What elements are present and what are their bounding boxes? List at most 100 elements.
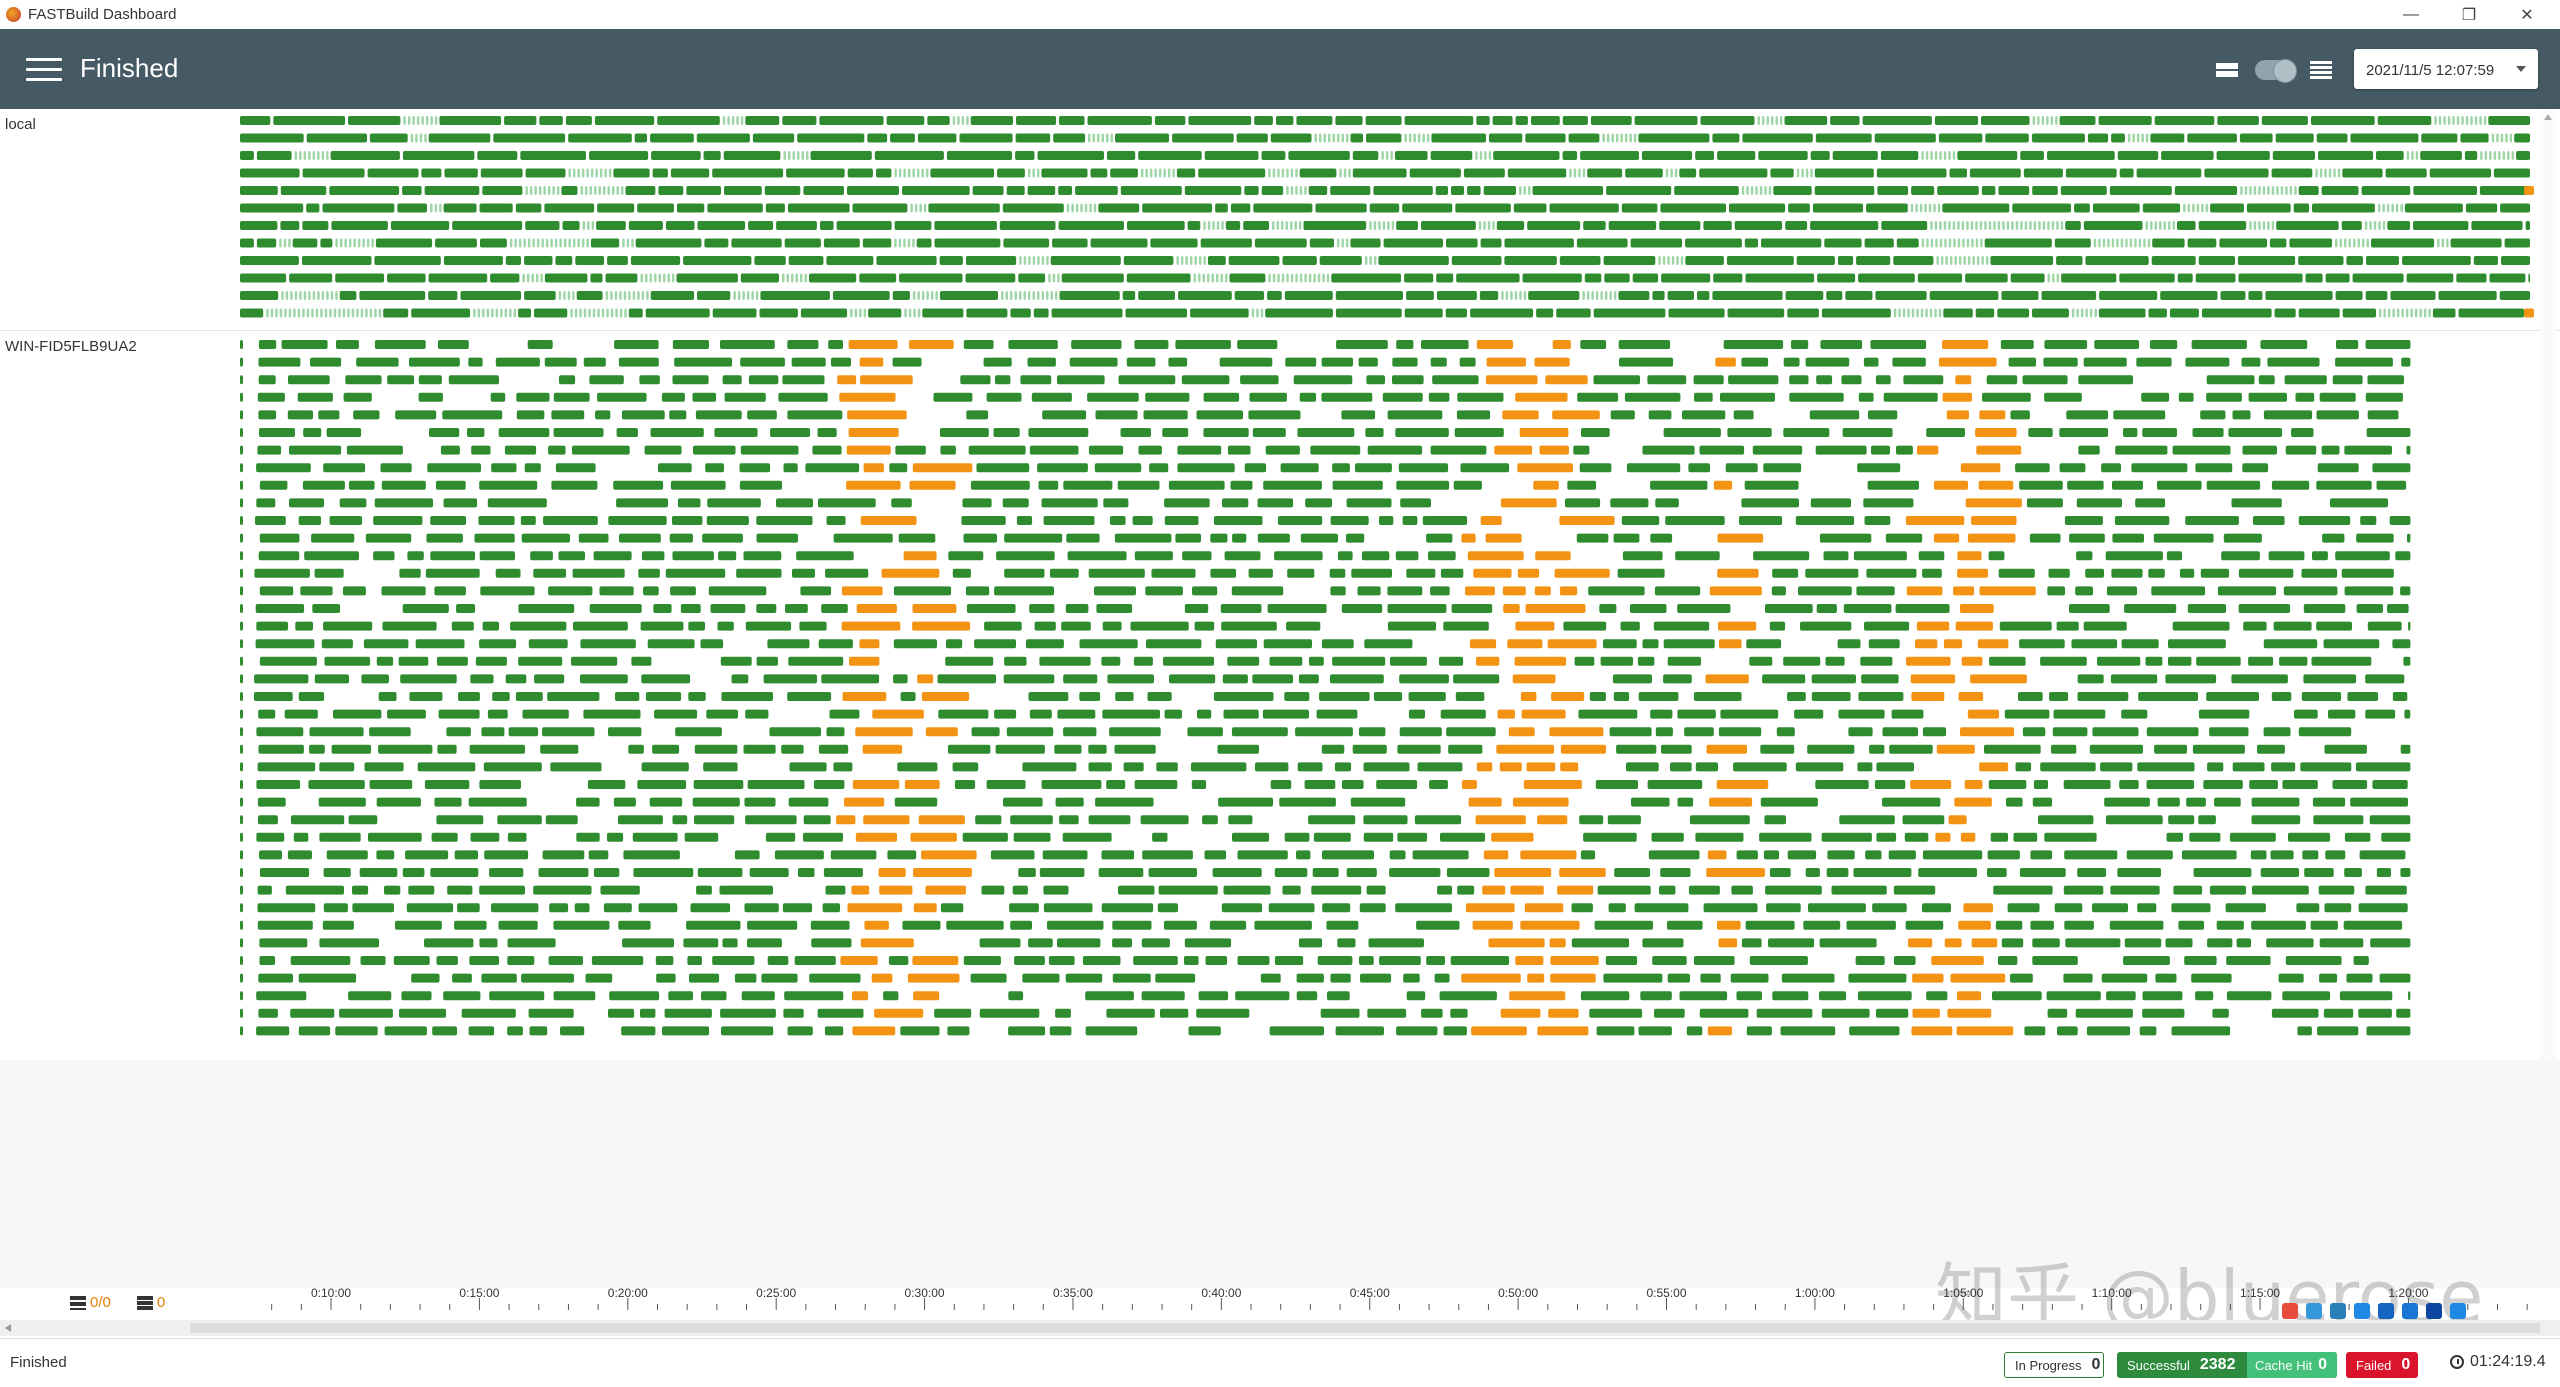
job-bar-remote[interactable] (925, 727, 958, 737)
job-bar-remote[interactable] (1837, 639, 1861, 649)
job-bar-local[interactable] (2391, 203, 2394, 213)
job-bar-local[interactable] (339, 291, 357, 300)
job-bar-local[interactable] (1080, 203, 1083, 213)
job-bar-local[interactable] (1261, 186, 1284, 195)
job-bar-remote[interactable] (497, 815, 542, 825)
job-bar-remote[interactable] (788, 797, 829, 807)
job-bar-local[interactable] (1032, 168, 1035, 178)
job-bar-remote[interactable] (1412, 850, 1469, 860)
job-bar-remote[interactable] (1057, 375, 1105, 385)
job-bar-remote[interactable] (240, 1008, 243, 1018)
job-bar-remote[interactable] (1336, 340, 1388, 349)
job-bar-local[interactable] (383, 308, 409, 318)
job-bar-local[interactable] (397, 203, 427, 213)
job-bar-local[interactable] (1319, 256, 1362, 265)
job-bar-remote[interactable] (1807, 744, 1855, 754)
job-bar-remote[interactable] (495, 357, 540, 367)
job-bar-local[interactable] (2298, 308, 2340, 318)
job-bar-remote[interactable] (1759, 832, 1812, 842)
job-bar-remote[interactable] (2075, 586, 2093, 596)
job-bar-remote[interactable] (965, 586, 990, 596)
job-bar-remote[interactable] (855, 832, 897, 842)
job-bar-local[interactable] (658, 186, 684, 195)
job-bar-remote[interactable] (2336, 340, 2359, 349)
job-bar-remote[interactable] (2141, 392, 2170, 402)
job-bar-local[interactable] (240, 308, 264, 318)
job-bar-remote[interactable] (1857, 991, 1912, 1001)
job-bar-remote[interactable] (1406, 568, 1436, 578)
job-bar-remote[interactable] (2367, 375, 2405, 385)
job-bar-local[interactable] (2456, 116, 2460, 125)
job-bar-remote[interactable] (622, 938, 674, 948)
job-bar-remote[interactable] (913, 868, 972, 877)
job-bar-remote[interactable] (852, 991, 869, 1001)
job-bar-remote[interactable] (1663, 428, 1721, 437)
job-bar-local[interactable] (369, 308, 373, 318)
job-bar-remote[interactable] (1667, 920, 1703, 930)
job-bar-local[interactable] (1332, 133, 1336, 143)
job-bar-remote[interactable] (784, 991, 844, 1001)
job-bar-local[interactable] (1966, 221, 1969, 230)
job-bar-remote[interactable] (720, 340, 775, 349)
job-bar-remote[interactable] (2097, 656, 2141, 666)
job-bar-remote[interactable] (1443, 621, 1489, 631)
job-bar-remote[interactable] (1608, 903, 1626, 913)
job-bar-local[interactable] (321, 291, 325, 300)
job-bar-local[interactable] (2177, 273, 2193, 283)
job-bar-local[interactable] (2119, 273, 2175, 283)
job-bar-local[interactable] (2500, 133, 2504, 143)
job-bar-remote[interactable] (1003, 674, 1055, 684)
job-bar-local[interactable] (2342, 168, 2383, 178)
job-bar-remote[interactable] (326, 850, 368, 860)
job-bar-remote[interactable] (470, 832, 500, 842)
job-bar-local[interactable] (1562, 151, 1578, 160)
job-bar-remote[interactable] (661, 392, 685, 402)
job-bar-local[interactable] (2262, 186, 2266, 195)
job-bar-remote[interactable] (1626, 463, 1681, 473)
job-bar-local[interactable] (1364, 256, 1368, 265)
job-bar-remote[interactable] (1883, 392, 1938, 402)
job-bar-remote[interactable] (240, 991, 243, 1001)
job-bar-remote[interactable] (1026, 639, 1064, 649)
job-bar-local[interactable] (755, 291, 759, 300)
job-bar-remote[interactable] (256, 621, 288, 631)
job-bar-remote[interactable] (2317, 463, 2359, 473)
job-bar-remote[interactable] (240, 780, 243, 789)
job-bar-remote[interactable] (952, 762, 979, 772)
job-bar-remote[interactable] (860, 938, 914, 948)
job-bar-remote[interactable] (548, 445, 566, 455)
job-bar-remote[interactable] (1416, 920, 1460, 930)
job-bar-remote[interactable] (521, 973, 574, 983)
job-bar-remote[interactable] (747, 410, 777, 420)
job-bar-remote[interactable] (2010, 410, 2030, 420)
job-bar-remote[interactable] (724, 392, 766, 402)
job-bar-remote[interactable] (1539, 445, 1569, 455)
job-bar-remote[interactable] (504, 445, 537, 455)
job-bar-remote[interactable] (1133, 956, 1178, 965)
job-bar-local[interactable] (590, 238, 620, 248)
job-bar-remote[interactable] (288, 375, 330, 385)
job-bar-remote[interactable] (544, 357, 577, 367)
job-bar-remote[interactable] (1147, 692, 1172, 701)
job-bar-remote[interactable] (1304, 780, 1336, 789)
job-bar-remote[interactable] (2094, 340, 2140, 349)
job-bar-remote[interactable] (694, 744, 738, 754)
job-bar-local[interactable] (2134, 238, 2137, 248)
job-bar-remote[interactable] (256, 832, 285, 842)
job-bar-remote[interactable] (1848, 727, 1873, 737)
job-bar-local[interactable] (1717, 151, 1756, 160)
job-bar-remote[interactable] (756, 516, 813, 525)
job-bar-remote[interactable] (1560, 762, 1579, 772)
job-bar-remote[interactable] (1120, 428, 1152, 437)
job-bar-remote[interactable] (672, 375, 709, 385)
job-bar-remote[interactable] (2166, 832, 2184, 842)
job-bar-remote[interactable] (1922, 850, 1983, 860)
job-bar-remote[interactable] (1152, 832, 1168, 842)
job-bar-local[interactable] (1658, 256, 1661, 265)
job-bar-local[interactable] (597, 308, 600, 318)
job-bar-local[interactable] (505, 256, 521, 265)
job-bar-local[interactable] (306, 133, 367, 143)
job-bar-remote[interactable] (2185, 357, 2230, 367)
job-bar-remote[interactable] (1707, 1026, 1732, 1036)
job-bar-remote[interactable] (897, 762, 938, 772)
